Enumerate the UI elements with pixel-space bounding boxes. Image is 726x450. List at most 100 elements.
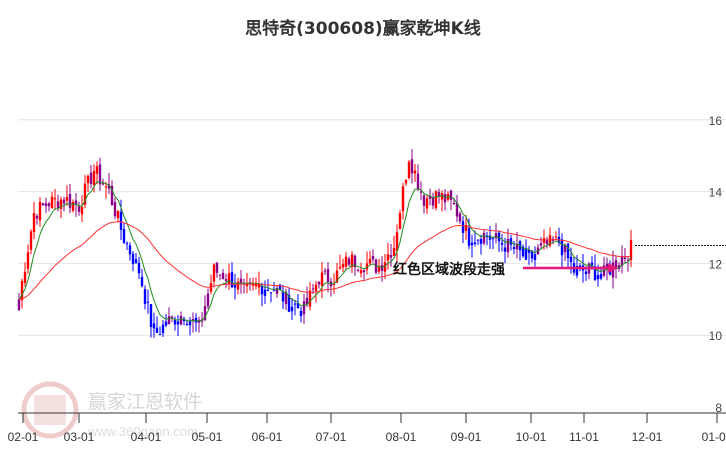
candle-body: [188, 320, 192, 326]
candle-body: [467, 227, 471, 246]
candle-body: [431, 196, 435, 206]
annotation-text: 红色区域波段走强: [393, 261, 505, 278]
candle-body: [281, 291, 285, 302]
candle-body: [131, 253, 135, 264]
candle-body: [314, 284, 318, 291]
candle-body: [428, 195, 432, 199]
candle-body: [101, 183, 105, 185]
candle-body: [602, 265, 606, 276]
candle-body: [29, 231, 33, 250]
chart-title: 思特奇(300608)赢家乾坤K线: [245, 19, 481, 39]
candle-body: [44, 203, 48, 207]
candle-body: [524, 249, 528, 260]
candle-body: [476, 239, 480, 241]
x-tick-label: 02-01: [8, 430, 39, 444]
candle-body: [77, 206, 81, 212]
candle-body: [113, 202, 117, 217]
candle-body: [137, 262, 141, 274]
candle-body: [176, 321, 180, 325]
candle-body: [386, 254, 390, 261]
candle-body: [599, 274, 603, 279]
candle-body: [71, 202, 75, 211]
candle-body: [626, 259, 630, 261]
candle-body: [125, 243, 129, 245]
candle-body: [104, 186, 108, 188]
candle-body: [395, 232, 399, 251]
candle-body: [47, 203, 51, 207]
candle-body: [359, 270, 363, 274]
candle-body: [593, 266, 597, 281]
candle-body: [434, 191, 438, 209]
candle-body: [482, 232, 486, 244]
candle-body: [560, 239, 564, 256]
candle-body: [83, 183, 87, 205]
candle-body: [263, 289, 267, 297]
candle-body: [53, 198, 57, 200]
candle-body: [491, 238, 495, 240]
candle-body: [149, 304, 153, 327]
x-tick-label: 08-01: [386, 430, 417, 444]
y-tick-label: 8: [715, 401, 722, 415]
arrow-head-icon: [608, 263, 618, 273]
candle-body: [143, 289, 147, 304]
candle-body: [110, 185, 114, 205]
candle-body: [86, 175, 90, 184]
candle-body: [224, 279, 228, 282]
candle-body: [140, 276, 144, 287]
candle-body: [575, 266, 579, 276]
candle-body: [425, 198, 429, 209]
candle-body: [320, 272, 324, 286]
candle-body: [401, 186, 405, 212]
x-tick-label: 11-01: [569, 430, 599, 444]
candle-body: [155, 327, 159, 333]
candle-body: [389, 255, 393, 258]
candle-body: [269, 292, 273, 294]
candle-body: [41, 203, 45, 206]
candle-body: [305, 297, 309, 305]
candle-body: [218, 274, 222, 276]
candle-body: [302, 301, 306, 315]
candle-body: [566, 243, 570, 259]
candle-body: [590, 262, 594, 268]
candle-body: [479, 239, 483, 244]
candle-body: [233, 283, 237, 288]
candle-body: [278, 284, 282, 291]
candle-body: [299, 310, 303, 317]
candle-body: [500, 242, 504, 245]
candle-body: [122, 229, 126, 244]
candle-body: [323, 270, 327, 272]
candle-body: [275, 288, 279, 294]
candle-body: [623, 257, 627, 260]
candle-body: [116, 210, 120, 219]
candle-body: [65, 197, 69, 201]
y-tick-label: 14: [709, 186, 723, 200]
candle-body: [284, 291, 288, 305]
candle-body: [98, 164, 102, 185]
candle-body: [404, 180, 408, 184]
candle-body: [437, 192, 441, 197]
candle-body: [545, 239, 549, 244]
candle-body: [614, 260, 618, 269]
candle-body: [335, 270, 339, 283]
x-tick-label: 09-01: [451, 430, 482, 444]
candle-body: [212, 264, 216, 282]
candle-body: [578, 265, 582, 268]
candle-body: [443, 194, 447, 203]
candle-body: [239, 278, 243, 283]
candle-body: [548, 235, 552, 246]
candle-body: [185, 323, 189, 325]
candle-body: [332, 283, 336, 285]
candle-body: [170, 316, 174, 319]
candle-body: [539, 243, 543, 246]
x-tick-label: 07-01: [316, 430, 347, 444]
candle-body: [341, 264, 345, 268]
candle-body: [533, 254, 537, 260]
candle-body: [413, 170, 417, 174]
watermark-url: www.360gann.com: [87, 424, 198, 439]
candle-body: [266, 289, 270, 291]
candle-body: [119, 211, 123, 230]
candle-body: [17, 299, 21, 311]
candle-body: [527, 249, 531, 253]
